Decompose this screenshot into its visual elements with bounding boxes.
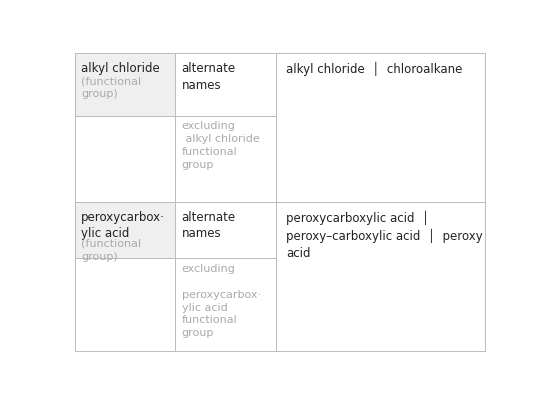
Bar xyxy=(175,203,276,259)
Text: (functional
group): (functional group) xyxy=(81,238,141,261)
Bar xyxy=(75,259,175,351)
Bar xyxy=(276,203,485,351)
Text: (functional
group): (functional group) xyxy=(81,76,141,99)
Text: alkyl chloride  │  chloroalkane: alkyl chloride │ chloroalkane xyxy=(286,62,462,76)
Text: excluding

peroxycarbox·
ylic acid
functional
group: excluding peroxycarbox· ylic acid functi… xyxy=(181,263,260,337)
Text: alkyl chloride: alkyl chloride xyxy=(81,62,159,75)
Bar xyxy=(75,203,175,259)
Bar xyxy=(175,259,276,351)
Bar xyxy=(75,54,175,117)
Bar xyxy=(276,54,485,203)
Text: excluding
 alkyl chloride
functional
group: excluding alkyl chloride functional grou… xyxy=(181,121,259,170)
Text: alternate
names: alternate names xyxy=(181,62,236,91)
Bar xyxy=(175,117,276,203)
Bar xyxy=(175,54,276,117)
Text: peroxycarbox·
ylic acid: peroxycarbox· ylic acid xyxy=(81,210,165,240)
Bar xyxy=(75,117,175,203)
Text: alternate
names: alternate names xyxy=(181,210,236,240)
Text: peroxycarboxylic acid  │
peroxy–carboxylic acid  │  peroxy
acid: peroxycarboxylic acid │ peroxy–carboxyli… xyxy=(286,210,483,259)
